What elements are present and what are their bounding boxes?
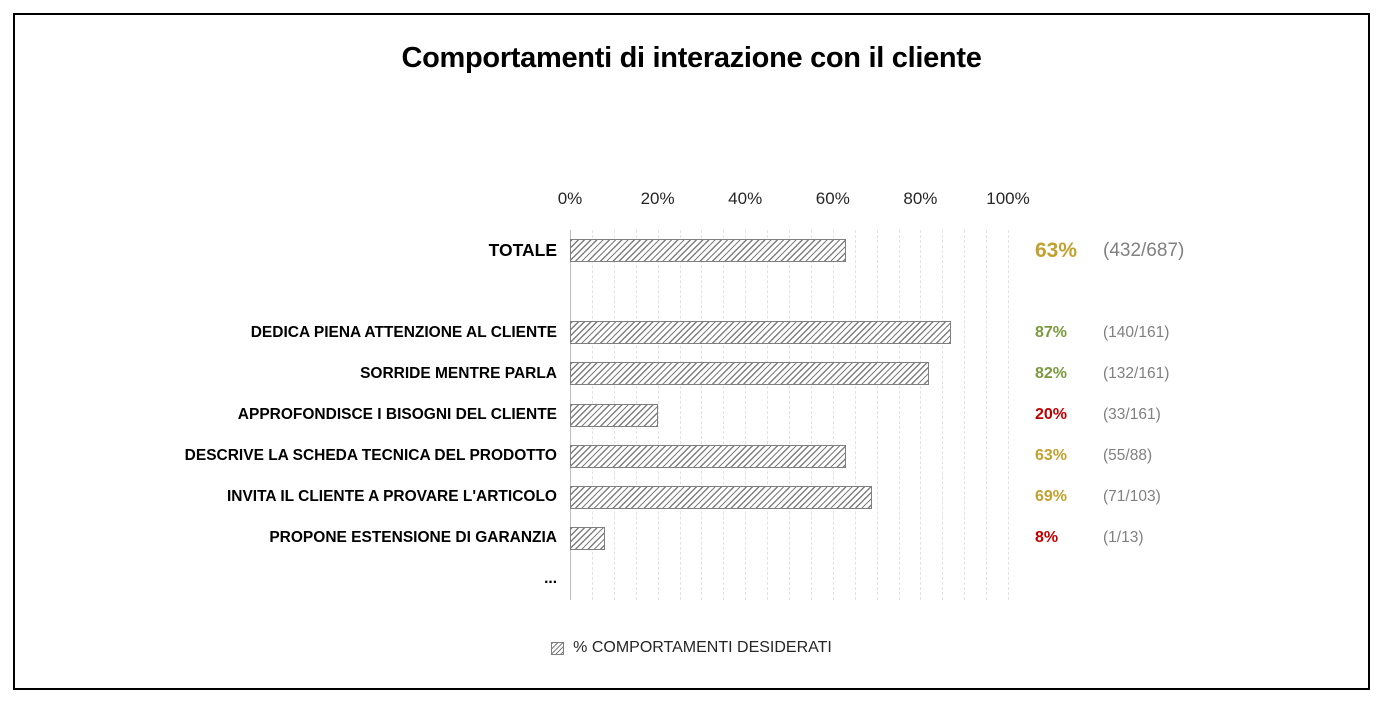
- bar: [570, 321, 952, 345]
- gridline: [920, 230, 922, 600]
- fraction-value: (55/88): [1103, 447, 1153, 465]
- gridline: [679, 230, 681, 600]
- legend-label: % COMPORTAMENTI DESIDERATI: [573, 639, 832, 656]
- gridline: [1008, 230, 1009, 600]
- gridline: [701, 230, 703, 600]
- percent-value: 87%: [1035, 323, 1068, 341]
- percent-value: 8%: [1035, 529, 1059, 547]
- gridline: [810, 230, 812, 600]
- legend-hatched-swatch-icon: [551, 641, 565, 655]
- percent-value: 82%: [1035, 364, 1068, 382]
- x-axis-tick-label: 40%: [728, 189, 763, 208]
- gridline: [657, 230, 659, 600]
- category-label: DESCRIVE LA SCHEDA TECNICA DEL PRODOTTO: [184, 447, 557, 465]
- gridline: [745, 230, 747, 600]
- bar: [570, 526, 606, 550]
- gridline: [723, 230, 725, 600]
- x-axis-tick-label: 0%: [557, 189, 583, 208]
- bar: [570, 403, 658, 427]
- fraction-value: (33/161): [1103, 405, 1161, 423]
- fraction-value: (132/161): [1103, 364, 1170, 382]
- category-label: SORRIDE MENTRE PARLA: [360, 364, 557, 382]
- category-label: TOTALE: [488, 240, 557, 261]
- percent-value: 63%: [1035, 447, 1068, 465]
- gridline: [876, 230, 878, 600]
- chart-title: Comportamenti di interazione con il clie…: [401, 42, 982, 74]
- gridline: [854, 230, 856, 600]
- bar: [570, 362, 930, 386]
- gridline: [767, 230, 769, 600]
- fraction-value: (140/161): [1103, 323, 1170, 341]
- gridline: [986, 230, 988, 600]
- percent-value: 69%: [1035, 488, 1068, 506]
- category-label: DEDICA PIENA ATTENZIONE AL CLIENTE: [250, 323, 557, 341]
- fraction-value: (432/687): [1103, 239, 1185, 261]
- legend: % COMPORTAMENTI DESIDERATI: [0, 633, 1383, 663]
- category-label: ...: [544, 570, 557, 588]
- x-axis-tick-label: 20%: [640, 189, 675, 208]
- fraction-value: (71/103): [1103, 488, 1161, 506]
- x-axis-tick-label: 60%: [815, 189, 850, 208]
- gridline: [964, 230, 966, 600]
- gridline: [789, 230, 790, 600]
- category-label: PROPONE ESTENSIONE DI GARANZIA: [269, 529, 557, 547]
- fraction-value: (1/13): [1103, 529, 1144, 547]
- percent-value: 63%: [1035, 238, 1078, 262]
- category-label: APPROFONDISCE I BISOGNI DEL CLIENTE: [237, 405, 557, 423]
- gridline: [942, 230, 944, 600]
- x-axis-tick-label: 100%: [986, 189, 1030, 208]
- bar: [570, 239, 846, 263]
- x-axis-tick-label: 80%: [903, 189, 938, 208]
- category-label: INVITA IL CLIENTE A PROVARE L'ARTICOLO: [226, 488, 557, 506]
- percent-value: 20%: [1035, 405, 1068, 423]
- gridline: [832, 230, 834, 600]
- bar: [570, 444, 846, 468]
- bar: [570, 485, 873, 509]
- gridline: [898, 230, 900, 600]
